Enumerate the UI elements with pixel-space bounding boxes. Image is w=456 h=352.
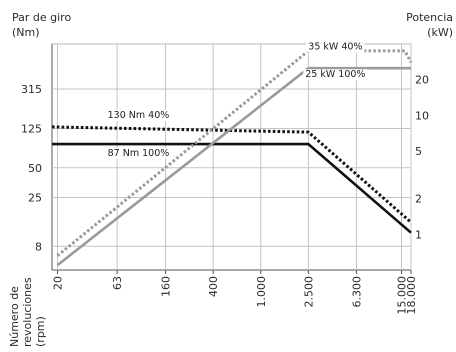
y-left-tick-label: 8 [35, 240, 42, 253]
x-tick-label: 63 [111, 276, 124, 290]
annotation-ann_torque_100: 87 Nm 100% [108, 148, 170, 159]
axis-layer: Par de giro (Nm) Potencia (kW) Número de… [8, 11, 453, 347]
y-left-title-line2: (Nm) [12, 26, 40, 39]
y-left-tick-label: 25 [28, 191, 42, 204]
series-line-torque_100 [52, 142, 412, 234]
x-title-line2: revoluciones [21, 277, 34, 347]
annotation-ann_power_40: 35 kW 40% [308, 41, 362, 52]
x-tick-label: 1.000 [255, 276, 268, 308]
y-left-title-line1: Par de giro [12, 11, 71, 24]
annotation-ann_torque_40: 130 Nm 40% [108, 110, 170, 121]
x-tick-label: 20 [51, 276, 64, 290]
y-right-tick-label: 10 [415, 109, 429, 122]
x-title-line1: Número de [8, 286, 21, 347]
y-right-tick-label: 5 [415, 145, 422, 158]
x-tick-label: 18.000 [405, 276, 418, 315]
x-tick-label: 160 [160, 276, 173, 297]
y-right-title-line2: (kW) [427, 26, 453, 39]
x-tick-label: 2.500 [302, 276, 315, 308]
y-left-tick-label: 50 [28, 162, 42, 175]
annotation-backdrop [303, 69, 368, 81]
y-right-tick-label: 20 [415, 74, 429, 87]
y-left-tick-label: 125 [21, 123, 42, 136]
annotation-backdrop [306, 41, 365, 53]
y-right-tick-label: 2 [415, 193, 422, 206]
x-tick-label: 6.300 [350, 276, 363, 308]
annotation-backdrop [105, 147, 172, 159]
y-right-title-line1: Potencia [406, 11, 453, 24]
series-line-power_100 [56, 66, 411, 267]
x-tick-label: 400 [207, 276, 220, 297]
y-right-tick-label: 1 [415, 228, 422, 241]
tick-layer: 20 63 160 400 1.000 2.500 6.300 15.00018.000825… [21, 74, 429, 315]
grid [51, 43, 412, 271]
x-title-line3: (rpm) [34, 316, 47, 347]
y-left-tick-label: 315 [21, 83, 42, 96]
x-tick-label: 15.000 [396, 276, 409, 315]
annotation-layer: 35 kW 40% 25 kW 100% 130 Nm 40% 87 Nm 100% [105, 41, 368, 159]
annotation-ann_power_100: 25 kW 100% [305, 69, 365, 80]
series-line-torque_40 [51, 125, 412, 224]
annotation-backdrop [105, 109, 172, 121]
